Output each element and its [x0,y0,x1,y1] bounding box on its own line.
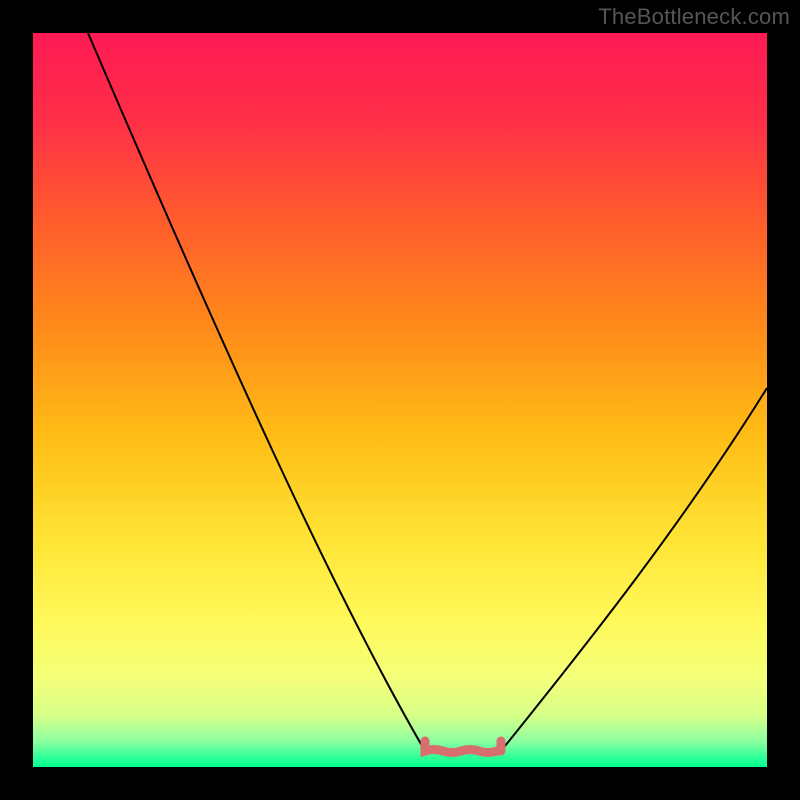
chart-svg [33,33,767,767]
chart-area [33,33,767,767]
gradient-background [33,33,767,767]
watermark-text: TheBottleneck.com [598,4,790,30]
